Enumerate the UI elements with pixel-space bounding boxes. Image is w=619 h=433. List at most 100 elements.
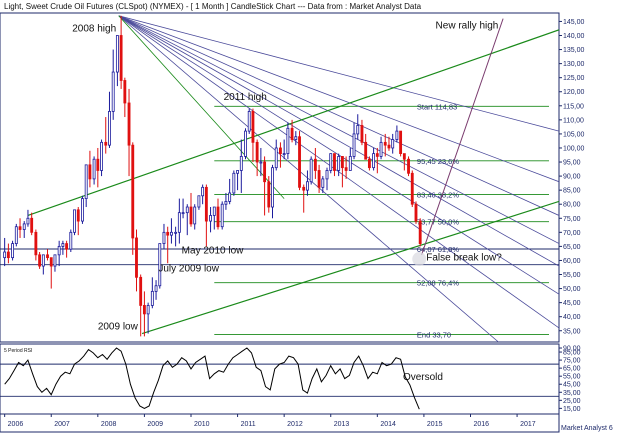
candle-body (30, 217, 34, 233)
candle-body (158, 243, 162, 287)
candle-body (337, 156, 341, 171)
candle-body (391, 139, 395, 149)
lower-trend-line (141, 200, 559, 335)
x-tick-label: 2013 (334, 421, 350, 428)
candle-body (399, 130, 403, 154)
candle-body (364, 141, 368, 160)
candle-body (333, 153, 336, 171)
y-tick-label: 95,00 (563, 160, 581, 167)
candle-body (267, 181, 271, 208)
y-tick-label: 70,00 (563, 230, 581, 237)
price-panel: 35,00 40,00 45,00 50,00 55,00 60,00 65,00 70,00… (0, 12, 585, 343)
candle-body (251, 111, 255, 143)
y-tick-label: 80,00 (563, 202, 581, 209)
y-tick-label: 135,00 (563, 47, 585, 54)
fib-level-label: 95,45 23,6% (417, 157, 459, 166)
candle-body (189, 206, 193, 225)
fan-line (118, 15, 285, 199)
fib-level-label: Start 114,83 (417, 102, 457, 111)
candle-body (6, 251, 10, 259)
candle-body (3, 251, 7, 259)
candle-body (239, 156, 243, 171)
x-tick-label: 2009 (147, 421, 163, 428)
candle-body (317, 170, 321, 188)
candle-body (100, 141, 103, 171)
candle-body (232, 172, 236, 194)
fan-line (118, 15, 559, 216)
candle-body (177, 212, 181, 233)
candle-body (383, 141, 387, 146)
candle-body (352, 133, 356, 157)
candle-body (263, 161, 267, 183)
candle-body (290, 127, 294, 140)
candle-body (111, 71, 115, 112)
candle-body (410, 172, 414, 205)
candle-body (279, 147, 282, 154)
y-tick-label: 145,00 (563, 19, 585, 26)
candle-body (372, 153, 376, 169)
candle-body (14, 226, 18, 244)
candle-body (360, 125, 364, 143)
candle-body (84, 164, 88, 199)
candle-body (286, 127, 290, 154)
candle-body (356, 125, 360, 135)
candle-body (46, 254, 49, 259)
rsi-tick-label: 25,00 (563, 398, 581, 405)
candle-body (92, 158, 96, 180)
candle-body (174, 231, 178, 234)
candle-body (325, 170, 329, 180)
fib-level-label: 64,07 61,8% (417, 245, 459, 254)
rsi-tick-label: 15,00 (563, 406, 581, 413)
candle-body (41, 254, 45, 267)
y-tick-label: 100,00 (563, 145, 585, 152)
candle-body (57, 245, 61, 256)
candle-body (18, 226, 22, 230)
candle-body (127, 102, 131, 146)
fib-level-label: 73,77 50,0% (417, 218, 459, 227)
candle-body (220, 203, 224, 228)
y-tick-label: 55,00 (563, 272, 581, 279)
candle-body (418, 220, 422, 244)
candle-body (209, 215, 212, 222)
candle-body (407, 158, 410, 174)
x-tick-label: 2006 (8, 421, 24, 428)
candle-body (375, 153, 379, 157)
candle-body (414, 203, 418, 222)
rally-projection-line (421, 18, 504, 255)
x-tick-label: 2012 (287, 421, 303, 428)
fan-line (118, 15, 559, 132)
candle-body (379, 141, 383, 157)
candle-body (247, 111, 251, 132)
candle-body (38, 254, 42, 267)
candle-body (154, 285, 158, 292)
chart-annotation: 2011 high (224, 92, 267, 103)
rsi-tick-label: 90,00 (563, 346, 581, 353)
fib-level-label: 83,46 38,2% (417, 190, 459, 199)
candle-body (104, 141, 108, 146)
y-tick-label: 85,00 (563, 188, 581, 195)
y-tick-label: 35,00 (563, 328, 581, 335)
candle-body (34, 231, 38, 256)
candle-body (216, 206, 220, 228)
y-tick-label: 110,00 (563, 117, 584, 124)
candle-body (302, 186, 306, 191)
candle-body (294, 136, 298, 140)
candle-body (81, 198, 84, 222)
candle-body (255, 141, 259, 163)
candle-body (236, 170, 239, 174)
candle-body (402, 153, 406, 160)
candle-body (131, 144, 135, 239)
source-badge: Market Analyst 6 (561, 425, 613, 432)
candle-body (22, 223, 26, 230)
candle-body (139, 276, 143, 306)
candle-body (123, 80, 127, 104)
candle-body (282, 153, 286, 155)
y-tick-label: 75,00 (563, 216, 581, 223)
candle-body (73, 209, 76, 233)
y-tick-label: 130,00 (563, 61, 585, 68)
fib-level-label: End 33,70 (417, 330, 451, 339)
chart-title: Light, Sweet Crude Oil Futures (CLSpot) … (4, 2, 422, 11)
x-tick-label: 2008 (101, 421, 117, 428)
